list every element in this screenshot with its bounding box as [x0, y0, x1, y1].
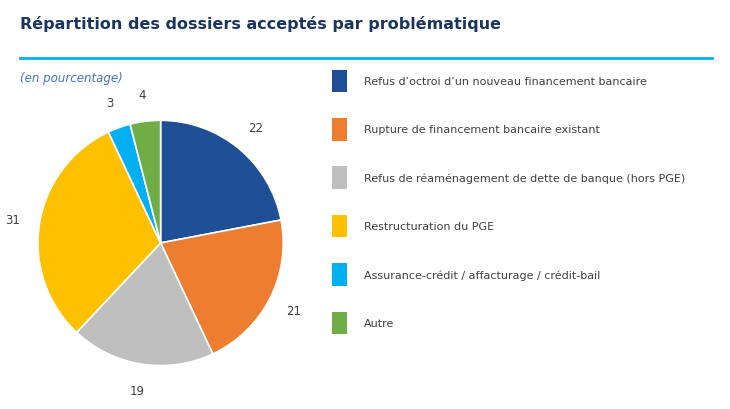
Text: Rupture de financement bancaire existant: Rupture de financement bancaire existant: [364, 125, 599, 135]
Text: 4: 4: [138, 89, 145, 102]
Text: 19: 19: [130, 384, 145, 397]
Text: (en pourcentage): (en pourcentage): [20, 72, 123, 85]
Text: Répartition des dossiers acceptés par problématique: Répartition des dossiers acceptés par pr…: [20, 16, 501, 32]
Text: Refus de réaménagement de dette de banque (hors PGE): Refus de réaménagement de dette de banqu…: [364, 173, 685, 184]
Wedge shape: [108, 125, 161, 243]
Text: Refus d’octroi d’un nouveau financement bancaire: Refus d’octroi d’un nouveau financement …: [364, 77, 647, 87]
Wedge shape: [130, 121, 161, 243]
Text: Restructuration du PGE: Restructuration du PGE: [364, 222, 493, 231]
Wedge shape: [77, 243, 213, 366]
Text: 22: 22: [248, 122, 264, 135]
Text: 3: 3: [107, 97, 114, 109]
Text: Autre: Autre: [364, 318, 394, 328]
Text: 21: 21: [286, 305, 301, 318]
Wedge shape: [38, 133, 161, 333]
Text: Assurance-crédit / affacturage / crédit-bail: Assurance-crédit / affacturage / crédit-…: [364, 270, 600, 280]
Wedge shape: [161, 220, 283, 354]
Text: 31: 31: [5, 213, 20, 227]
Wedge shape: [161, 121, 281, 243]
